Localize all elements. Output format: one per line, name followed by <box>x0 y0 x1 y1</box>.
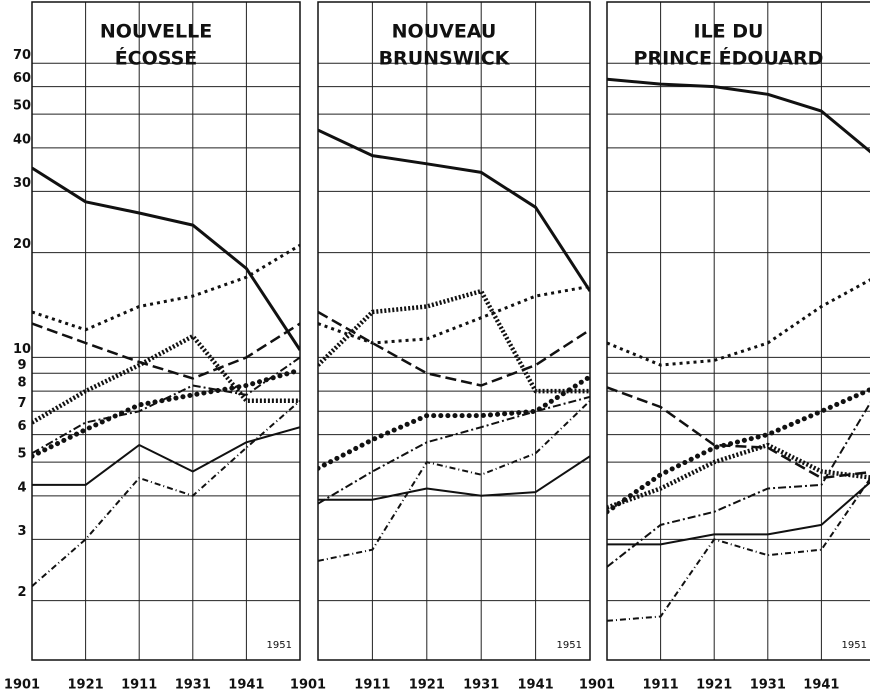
series-line <box>318 310 590 387</box>
x-tick-label: 1951 <box>267 640 292 651</box>
x-tick-label: 1931 <box>175 678 211 693</box>
x-tick-label: 1951 <box>842 640 867 651</box>
y-tick-label: 8 <box>17 376 26 391</box>
series-line <box>607 278 870 367</box>
series-line <box>318 128 590 292</box>
series-line <box>318 284 590 345</box>
x-tick-label: 1951 <box>557 640 582 651</box>
x-tick-label: 1921 <box>68 678 104 693</box>
y-tick-label: 60 <box>13 71 31 86</box>
y-tick-label: 7 <box>17 396 26 411</box>
x-tick-label: 1941 <box>518 678 554 693</box>
y-tick-label: 50 <box>13 99 31 114</box>
y-tick-label: 10 <box>13 342 31 357</box>
y-tick-label: 40 <box>13 132 31 147</box>
x-tick-label: 1901 <box>290 678 326 693</box>
chart-title: NOUVELLE <box>100 21 212 43</box>
series-line <box>607 477 870 622</box>
panel-frame <box>31 1 301 661</box>
series-line <box>32 356 300 455</box>
series-line <box>32 322 300 380</box>
series-line <box>32 367 300 459</box>
y-tick-label: 4 <box>17 480 26 495</box>
x-tick-label: 1911 <box>121 678 157 693</box>
series-line <box>607 481 870 546</box>
series-line <box>318 374 590 471</box>
series-line <box>607 401 870 568</box>
x-tick-label: 1901 <box>579 678 615 693</box>
chart-title: PRINCE ÉDOUARD <box>634 47 824 70</box>
series-line <box>607 77 870 154</box>
x-tick-label: 1911 <box>643 678 679 693</box>
x-tick-label: 1921 <box>696 678 732 693</box>
series-line <box>607 442 870 510</box>
x-tick-label: 1931 <box>750 678 786 693</box>
y-tick-label: 5 <box>17 447 26 462</box>
series-line <box>318 455 590 501</box>
chart-title: ILE DU <box>694 21 764 43</box>
y-tick-label: 30 <box>13 176 31 191</box>
chart-title: NOUVEAU <box>392 21 497 43</box>
x-tick-label: 1921 <box>409 678 445 693</box>
series-line <box>32 400 300 587</box>
series-line <box>318 288 590 394</box>
chart-title: BRUNSWICK <box>379 48 511 70</box>
y-tick-label: 9 <box>17 358 26 373</box>
y-tick-label: 6 <box>17 419 26 434</box>
panel-frame <box>317 1 591 661</box>
y-tick-label: 2 <box>17 585 26 600</box>
x-tick-label: 1901 <box>4 678 40 693</box>
y-tick-label: 3 <box>17 524 26 539</box>
y-tick-label: 20 <box>13 237 31 252</box>
y-tick-label: 70 <box>13 48 31 63</box>
chart-title: ÉCOSSE <box>115 47 198 70</box>
series-line <box>32 166 300 351</box>
series-line <box>607 386 870 480</box>
x-tick-label: 1941 <box>228 678 264 693</box>
series-line <box>318 395 590 505</box>
x-tick-label: 1911 <box>354 678 390 693</box>
x-tick-label: 1941 <box>803 678 839 693</box>
series-line <box>32 426 300 486</box>
x-tick-label: 1931 <box>463 678 499 693</box>
series-line <box>607 386 870 515</box>
series-line <box>318 400 590 562</box>
series-line <box>32 333 300 425</box>
series-line <box>32 243 300 332</box>
panel-frame <box>606 1 870 661</box>
